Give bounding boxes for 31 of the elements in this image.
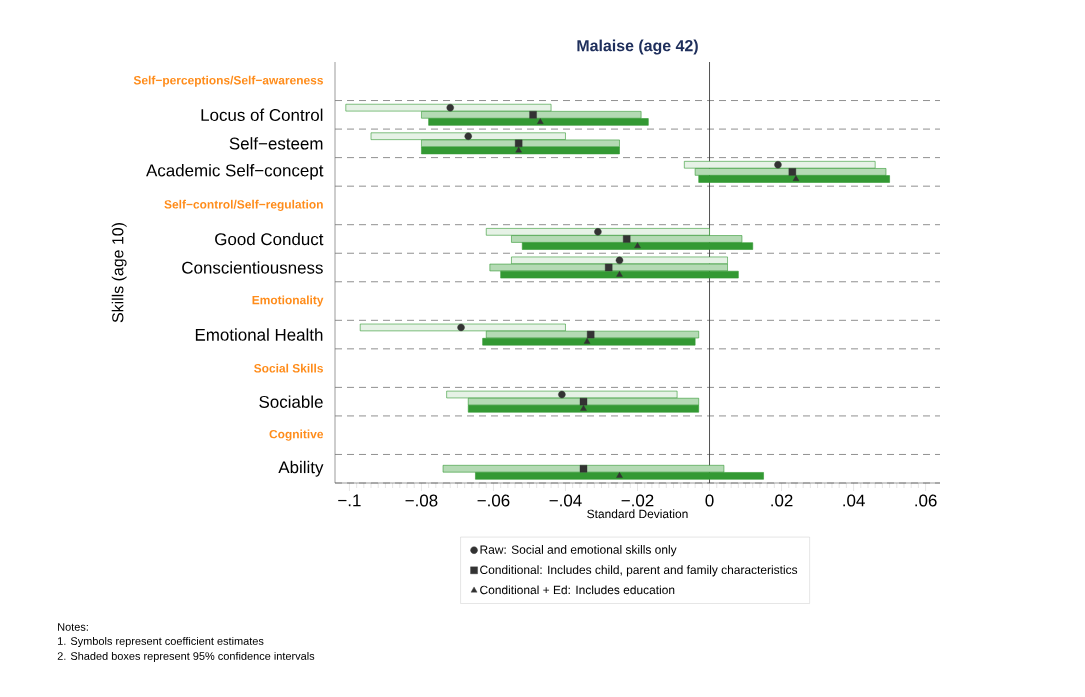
y-tick-label: Locus of Control xyxy=(201,108,323,122)
y-tick-label: Self−esteem xyxy=(229,137,323,150)
x-tick-label: .04 xyxy=(843,494,865,507)
text: Notes: xyxy=(58,623,88,631)
y-tick-label: Self−perceptions/Self−awareness xyxy=(133,75,323,87)
x-tick-label: −.1 xyxy=(338,494,361,507)
y-tick-label: Emotionality xyxy=(252,295,324,307)
y-tick-label: Ability xyxy=(278,460,324,477)
text: 1. Symbols represent coefficient estimates xyxy=(58,636,264,648)
x-tick-label: .02 xyxy=(771,494,793,507)
text: 2. Shaded boxes represent 95% confidence intervals xyxy=(57,651,315,663)
y-tick-label: Sociable xyxy=(259,395,323,408)
x-tick-label: −.08 xyxy=(405,494,438,507)
y-tick-label: Academic Self−concept xyxy=(146,164,324,180)
y-tick-label: Emotional Health xyxy=(195,328,323,341)
y-tick-label: Social Skills xyxy=(254,363,323,373)
x-tick-label: 0 xyxy=(705,494,714,507)
x-tick-label: −.06 xyxy=(477,494,510,507)
x-tick-label: .06 xyxy=(915,494,937,507)
x-tick-label: −.04 xyxy=(549,494,582,507)
legend-label: Conditional: Includes child, parent and family characteristics xyxy=(480,565,798,577)
y-tick-label: Good Conduct xyxy=(215,232,324,246)
x-tick-label: −.02 xyxy=(621,494,654,507)
y-tick-label: Self−control/Self−regulation xyxy=(164,199,323,212)
chart-title: Malaise (age 42) xyxy=(577,39,698,55)
legend-label: Conditional + Ed: Includes education xyxy=(480,585,675,595)
legend-label: Raw: Social and emotional skills only xyxy=(480,545,677,557)
y-axis-title: Skills (age 10) xyxy=(111,223,127,323)
y-tick-label: Cognitive xyxy=(269,429,324,441)
y-tick-label: Conscientiousness xyxy=(182,261,323,274)
x-axis-title: Standard Deviation xyxy=(587,509,688,519)
